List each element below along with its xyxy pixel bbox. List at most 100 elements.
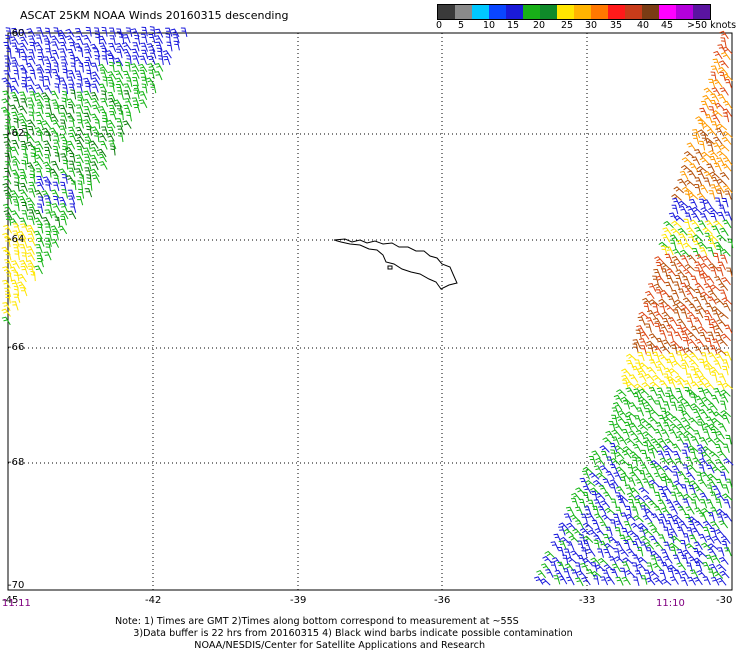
wind-barb — [663, 450, 672, 460]
wind-barb — [12, 97, 21, 107]
wind-barb — [544, 550, 555, 559]
wind-barb — [716, 157, 725, 167]
wind-barb — [5, 215, 12, 226]
wind-barb — [598, 484, 608, 494]
wind-barb — [3, 70, 11, 80]
wind-barb — [661, 578, 672, 586]
wind-barb — [35, 168, 43, 178]
wind-barb — [658, 534, 667, 544]
wind-barb — [173, 40, 180, 51]
wind-barb — [706, 484, 714, 495]
wind-barb — [621, 450, 632, 459]
wind-barb — [650, 438, 661, 447]
wind-barb — [154, 35, 163, 44]
wind-barb — [634, 359, 642, 369]
wind-barb — [35, 181, 45, 191]
wind-barb — [664, 304, 675, 313]
wind-barb — [89, 140, 99, 149]
wind-barb — [36, 69, 44, 79]
wind-barb — [666, 457, 677, 466]
wind-barb — [603, 542, 615, 550]
wind-barb — [629, 487, 640, 495]
wind-barb — [709, 171, 720, 179]
wind-barb — [716, 508, 727, 516]
wind-barb — [657, 499, 667, 509]
wind-barb — [688, 359, 699, 368]
wind-barb — [141, 49, 149, 60]
wind-barb — [705, 416, 715, 425]
wind-barb — [90, 161, 99, 171]
wind-barb — [590, 562, 598, 572]
wind-barb — [3, 189, 13, 199]
wind-barb — [149, 83, 157, 94]
wind-barb — [27, 97, 35, 107]
wind-barb — [687, 170, 697, 179]
wind-barb — [646, 366, 657, 375]
wind-barb — [634, 498, 642, 509]
legend-label: 30 — [585, 20, 598, 31]
wind-barb — [83, 43, 92, 53]
wind-barb — [640, 535, 651, 543]
wind-barb — [678, 205, 688, 215]
wind-barb — [697, 119, 705, 130]
wind-barb — [715, 245, 722, 256]
lon-label: -30 — [716, 595, 733, 606]
wind-barb — [25, 134, 35, 143]
wind-barb — [5, 147, 12, 158]
wind-barb — [41, 216, 51, 226]
wind-barb — [707, 548, 717, 557]
wind-barb — [683, 430, 695, 438]
wind-barb — [709, 527, 717, 538]
wind-barb — [687, 576, 696, 586]
wind-barb — [158, 55, 164, 66]
wind-barb — [12, 223, 21, 233]
wind-barb — [652, 562, 663, 571]
wind-barb — [29, 173, 36, 184]
wind-barb — [662, 317, 671, 327]
wind-barb — [700, 352, 708, 362]
wind-barb — [702, 576, 711, 586]
wind-barb — [689, 219, 700, 228]
wind-barb — [658, 354, 669, 362]
wind-barb — [11, 111, 20, 121]
wind-barb — [593, 465, 603, 474]
wind-barb — [12, 244, 20, 254]
wind-barb — [4, 62, 11, 73]
wind-barb — [61, 62, 68, 72]
wind-barb — [711, 225, 721, 235]
wind-barb — [705, 498, 714, 508]
wind-barb — [665, 520, 673, 530]
wind-barb — [68, 167, 76, 177]
wind-barb — [638, 338, 648, 348]
wind-barb — [681, 364, 688, 375]
wind-barb — [13, 201, 20, 212]
wind-barb — [723, 499, 731, 509]
wind-barb — [632, 576, 640, 587]
wind-barb — [131, 69, 140, 79]
wind-barb — [668, 542, 680, 550]
wind-barb — [4, 237, 11, 248]
wind-barb — [613, 556, 625, 564]
wind-barb — [689, 366, 697, 376]
wind-barb — [675, 269, 686, 278]
wind-barb — [586, 548, 596, 557]
wind-barb — [713, 387, 722, 397]
wind-barb — [683, 533, 690, 543]
wind-barb — [43, 161, 53, 171]
wind-barb — [629, 422, 639, 431]
wind-barb — [21, 69, 28, 79]
wind-barb — [726, 267, 733, 278]
wind-barb — [50, 189, 60, 199]
wind-barb — [607, 536, 619, 544]
wind-barb — [14, 250, 20, 261]
wind-barb — [642, 441, 650, 452]
wind-barb — [653, 317, 662, 327]
wind-barb — [660, 492, 669, 502]
wind-barb — [591, 519, 600, 529]
wind-barb — [682, 337, 689, 347]
wind-barb — [715, 498, 722, 509]
wind-barb — [11, 139, 20, 149]
wind-barb — [62, 90, 68, 101]
wind-barb — [11, 42, 19, 52]
wind-barb — [671, 255, 682, 265]
